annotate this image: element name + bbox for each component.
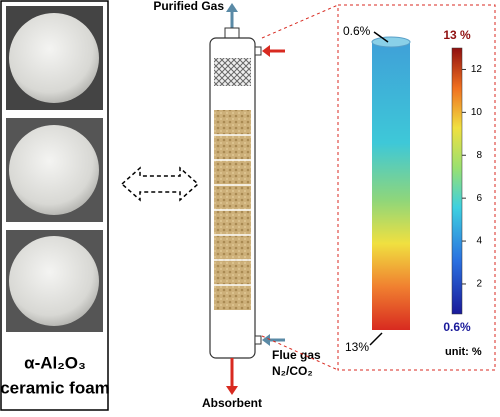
panel-frame — [0, 0, 109, 411]
bottom-label: Absorbent — [202, 396, 262, 410]
pipe — [254, 335, 262, 345]
pointer — [369, 332, 383, 346]
colorbar-tick-label: 12 — [471, 64, 483, 75]
arrowhead — [262, 45, 270, 57]
top-label: Purified Gas — [153, 0, 224, 13]
packing-dividers — [214, 134, 251, 286]
colorbar-tick-label: 6 — [476, 193, 482, 204]
foam-disk — [9, 236, 99, 326]
profile-bottom-label: 13% — [345, 340, 369, 354]
inlet-gas: N₂/CO₂ — [272, 364, 313, 378]
foam-title: α-Al₂O₃ — [24, 353, 86, 372]
arrowhead — [226, 386, 238, 395]
inlet-label: Flue gas — [272, 348, 321, 362]
zoom-line — [261, 4, 339, 39]
arrowhead — [226, 3, 238, 12]
zoom-line — [261, 335, 339, 371]
double-arrow — [120, 166, 200, 202]
colorbar-tick-label: 2 — [476, 279, 482, 290]
demister — [214, 58, 251, 86]
foam-disk — [9, 125, 99, 215]
pipe — [224, 27, 240, 39]
unit-label: unit: % — [445, 346, 482, 358]
profile-top — [371, 36, 411, 48]
foam-subtitle: ceramic foam — [0, 378, 110, 397]
pointer — [373, 31, 389, 43]
pipe — [254, 46, 262, 56]
profile-top-label: 0.6% — [343, 24, 371, 38]
colorbar-tick-label: 10 — [471, 107, 483, 118]
colorbar-min: 0.6% — [443, 320, 471, 334]
colorbar-fill — [451, 47, 463, 315]
zoom-frame — [337, 4, 496, 371]
foam-disk — [9, 13, 99, 103]
colorbar-max: 13 % — [443, 28, 471, 42]
colorbar-tick-label: 4 — [476, 236, 482, 247]
colorbar-tick-label: 8 — [476, 150, 482, 161]
arrowhead — [262, 334, 270, 346]
colorbar — [451, 47, 463, 315]
profile-bar — [372, 42, 410, 330]
